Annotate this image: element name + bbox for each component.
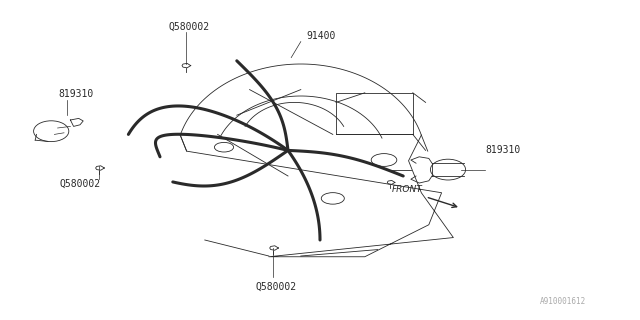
- Text: FRONT: FRONT: [392, 185, 422, 194]
- Text: 819310: 819310: [485, 145, 520, 156]
- Text: 819310: 819310: [58, 89, 93, 99]
- Text: 91400: 91400: [306, 31, 335, 41]
- Text: Q580002: Q580002: [60, 179, 100, 189]
- Text: Q580002: Q580002: [256, 282, 297, 292]
- Text: Q580002: Q580002: [168, 22, 209, 32]
- Text: A910001612: A910001612: [540, 297, 586, 306]
